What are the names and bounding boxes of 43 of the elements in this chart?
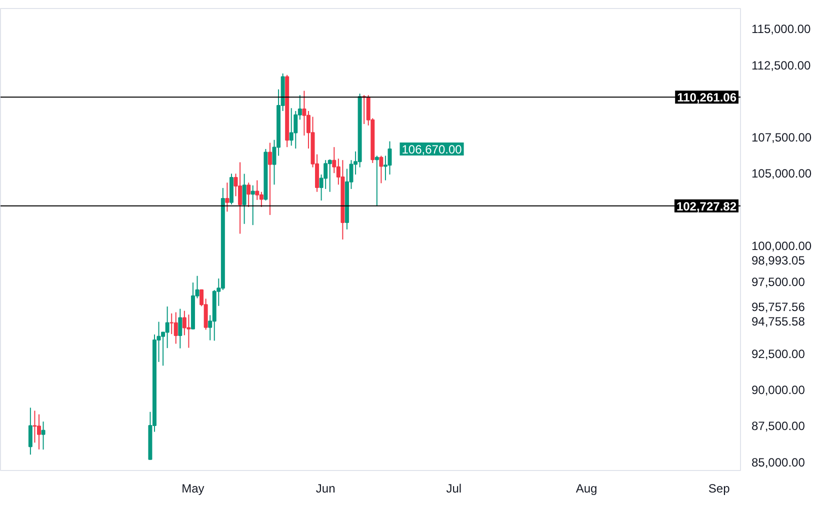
y-tick-label: 98,993.05 xyxy=(752,253,806,268)
candlestick xyxy=(302,90,306,136)
y-tick-label: 85,000.00 xyxy=(752,455,806,470)
x-tick-label: Jul xyxy=(446,482,462,496)
x-tick-label: Jun xyxy=(316,482,336,496)
y-tick-label: 112,500.00 xyxy=(752,58,811,72)
candlestick xyxy=(250,184,255,226)
candlestick xyxy=(328,158,332,192)
candlestick xyxy=(289,108,294,146)
y-tick-label: 95,757.56 xyxy=(752,300,806,314)
y-tick-label: 92,500.00 xyxy=(752,347,806,362)
x-tick-label: Aug xyxy=(576,482,598,496)
candlestick xyxy=(238,162,242,234)
y-tick-label: 100,000.00 xyxy=(752,238,812,253)
candlestick xyxy=(242,173,246,224)
annotation: 106,670.00 xyxy=(402,142,462,156)
y-tick-label: 97,500.00 xyxy=(752,274,806,289)
candlestick xyxy=(41,421,46,450)
ref-line-label: 110,261.06 xyxy=(677,90,737,105)
y-tick-label: 94,755.58 xyxy=(752,314,806,328)
candlestick xyxy=(246,182,251,208)
candlestick xyxy=(268,142,272,216)
y-tick-label: 115,000.00 xyxy=(752,22,811,36)
candlestick xyxy=(174,312,178,344)
candlestick xyxy=(294,110,298,150)
candlestick xyxy=(170,312,174,335)
y-tick-label: 87,500.00 xyxy=(752,419,806,434)
y-tick-label: 107,500.00 xyxy=(752,130,812,144)
ref-line-label: 102,727.82 xyxy=(676,199,737,214)
candlestick xyxy=(259,191,264,208)
candlestick xyxy=(255,180,260,200)
y-tick-label: 105,000.00 xyxy=(752,166,812,181)
candlestick xyxy=(332,146,336,174)
candlestick xyxy=(165,306,170,349)
candlestick xyxy=(186,314,191,348)
y-tick-label: 90,000.00 xyxy=(752,383,806,398)
candlestick xyxy=(374,155,379,206)
candlestick xyxy=(178,308,182,349)
candlestick xyxy=(225,182,230,212)
x-tick-label: May xyxy=(182,482,204,496)
candlestick xyxy=(28,407,32,456)
x-tick-label: Sep xyxy=(708,482,730,496)
candlestick xyxy=(379,155,384,184)
